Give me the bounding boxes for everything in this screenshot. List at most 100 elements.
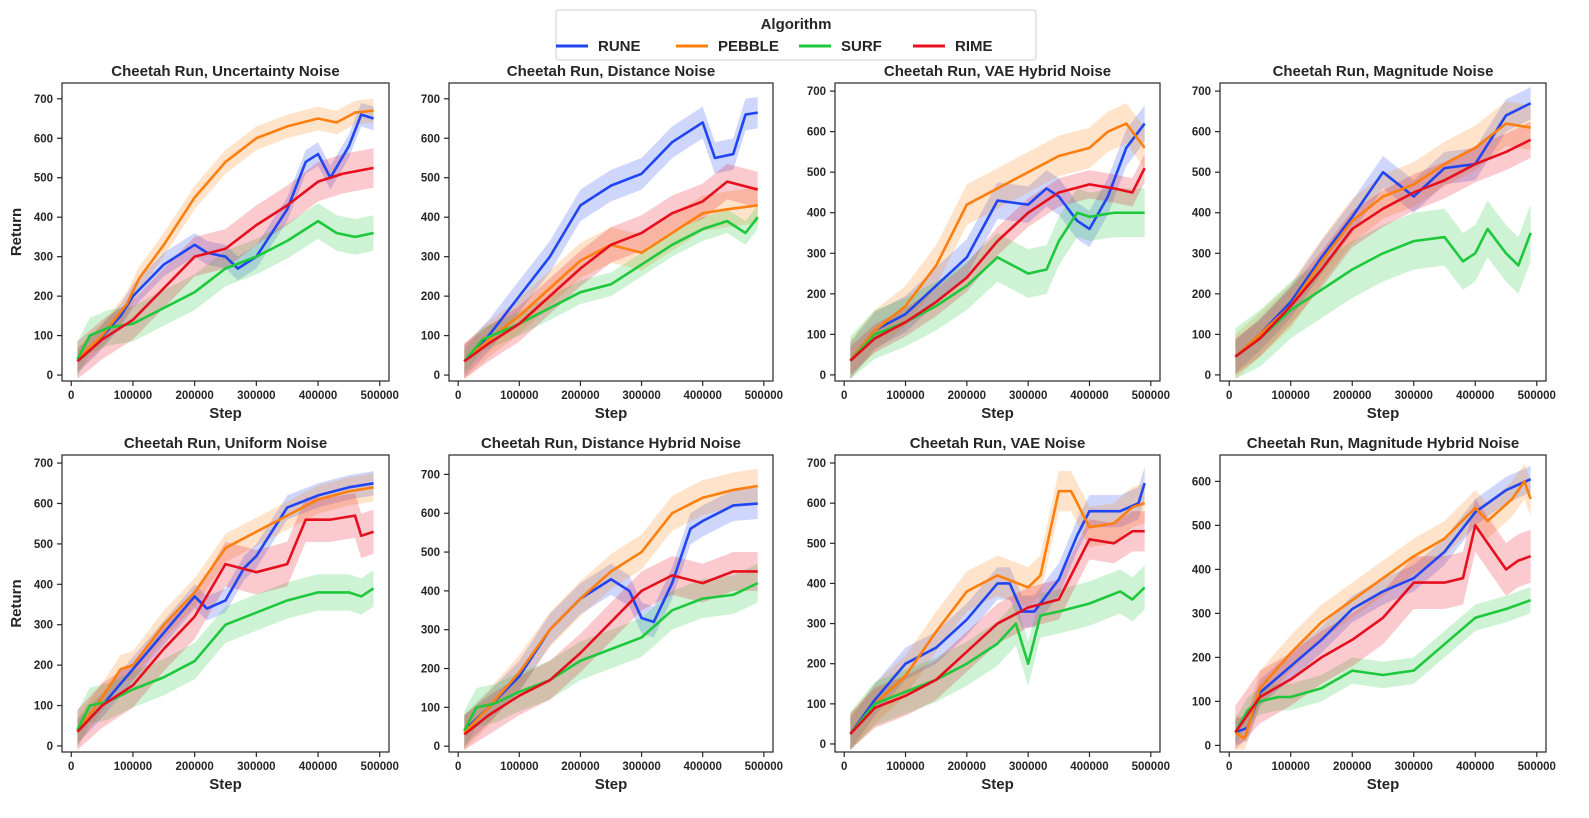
y-tick-label: 100 [1192, 329, 1211, 341]
panel-title: Cheetah Run, VAE Noise [910, 435, 1086, 452]
plot-area [1234, 463, 1532, 750]
y-tick-label: 200 [34, 660, 53, 672]
legend-item-surf: SURF [799, 38, 882, 55]
y-axis-label: Return [8, 579, 25, 627]
plot-area [849, 103, 1146, 379]
y-tick-label: 300 [34, 620, 53, 632]
line-rime [76, 514, 374, 733]
x-axis-label: Step [595, 776, 628, 793]
y-tick-label: 600 [1192, 127, 1211, 139]
x-tick-label: 500000 [1132, 390, 1170, 402]
y-tick-label: 200 [1192, 289, 1211, 301]
x-tick-label: 100000 [886, 390, 924, 402]
plot-area [76, 471, 375, 750]
band-surf [1235, 587, 1531, 746]
y-tick-label: 400 [807, 208, 826, 220]
panel-4: 0 100000 200000 300000 400000 500000 0 100 200 30… [1192, 63, 1556, 422]
axes-frame [448, 454, 774, 753]
line-surf [1234, 598, 1532, 733]
y-tick-label: 600 [421, 508, 440, 520]
plot-area [76, 98, 374, 380]
line-rune [463, 502, 758, 732]
x-tick-label: 0 [68, 390, 74, 402]
band-surf [1235, 200, 1531, 379]
legend-item-rune: RUNE [556, 38, 641, 55]
x-tick-label: 0 [1226, 761, 1232, 773]
legend: Algorithm RUNE PEBBLE SURF RIME [555, 9, 1037, 61]
y-tick-label: 700 [807, 458, 826, 470]
x-axis-label: Step [209, 405, 242, 422]
axes-frame [1219, 454, 1547, 753]
x-tick-label: 500000 [1518, 761, 1556, 773]
panel-5: 0 100000 200000 300000 400000 500000 0 100 200 30… [8, 435, 399, 793]
panel-title: Cheetah Run, Magnitude Noise [1273, 63, 1494, 80]
y-tick-label: 300 [1192, 248, 1211, 260]
y-tick-label: 500 [34, 173, 53, 185]
x-tick-label: 300000 [1395, 761, 1433, 773]
panels: 0 100000 200000 300000 400000 500000010020030… [8, 63, 1556, 793]
x-tick-label: 100000 [500, 390, 538, 402]
y-tick-label: 400 [421, 212, 440, 224]
y-tick-label: 0 [820, 370, 826, 382]
line-rune [849, 122, 1146, 362]
x-axis-label: Step [209, 776, 242, 793]
y-tick-label: 700 [421, 94, 440, 106]
y-tick-label: 100 [807, 699, 826, 711]
x-axis-label: Step [1367, 776, 1400, 793]
panel-3: 0 100000 200000 300000 400000 500000 0 100 200 30… [807, 63, 1170, 422]
line-surf [849, 586, 1146, 735]
x-tick-label: 200000 [175, 390, 213, 402]
y-tick-label: 300 [807, 619, 826, 631]
x-tick-label: 200000 [175, 761, 213, 773]
x-tick-label: 100000 [1272, 390, 1310, 402]
x-tick-label: 400000 [1070, 390, 1108, 402]
band-pebble [1235, 101, 1531, 379]
band-pebble [850, 103, 1145, 379]
band-surf [850, 565, 1145, 750]
legend-label-pebble: PEBBLE [718, 38, 779, 55]
line-pebble [849, 122, 1146, 362]
y-tick-label: 600 [807, 498, 826, 510]
y-tick-label: 100 [421, 331, 440, 343]
band-rime [1235, 499, 1531, 750]
x-tick-label: 200000 [1333, 390, 1371, 402]
x-tick-label: 0 [68, 761, 74, 773]
line-surf [1234, 227, 1532, 358]
y-tick-label: 0 [434, 370, 440, 382]
y-tick-label: 400 [1192, 208, 1211, 220]
band-rune [77, 102, 374, 374]
band-surf [850, 188, 1145, 379]
band-rune [850, 467, 1145, 750]
band-rime [850, 153, 1145, 375]
panel-title: Cheetah Run, Distance Noise [507, 63, 715, 80]
x-tick-label: 300000 [1009, 761, 1047, 773]
x-tick-label: 0 [841, 761, 847, 773]
axes-frame [834, 454, 1161, 753]
panel-8: 0 100000 200000 300000 400000 500000 0 100 200 30… [1192, 435, 1556, 793]
y-tick-label: 300 [34, 252, 53, 264]
band-rime [1235, 121, 1531, 375]
legend-label-rune: RUNE [598, 38, 641, 55]
panel-title: Cheetah Run, Magnitude Hybrid Noise [1247, 435, 1520, 452]
y-tick-label: 600 [421, 133, 440, 145]
panel-1: 0 100000 200000 300000 400000 500000 0 100 200 30… [8, 63, 399, 422]
plot-area [1234, 87, 1532, 379]
line-pebble [849, 489, 1146, 735]
x-tick-label: 500000 [361, 390, 399, 402]
y-tick-label: 100 [807, 329, 826, 341]
y-tick-label: 400 [34, 212, 53, 224]
y-tick-label: 400 [34, 579, 53, 591]
y-tick-label: 500 [421, 547, 440, 559]
x-tick-label: 400000 [1456, 390, 1494, 402]
line-pebble [76, 486, 374, 733]
x-tick-label: 400000 [684, 761, 722, 773]
axes-frame [61, 454, 390, 753]
band-pebble [464, 468, 758, 751]
x-axis-label: Step [981, 405, 1014, 422]
y-tick-label: 500 [1192, 167, 1211, 179]
y-tick-label: 200 [807, 289, 826, 301]
y-tick-label: 700 [807, 86, 826, 98]
x-tick-label: 500000 [745, 761, 783, 773]
axes-frame [1219, 82, 1547, 382]
